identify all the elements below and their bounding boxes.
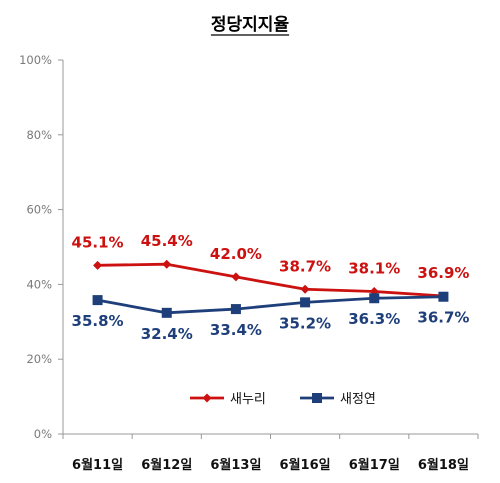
- data-label: 35.8%: [72, 312, 124, 330]
- data-label: 38.7%: [279, 257, 331, 275]
- data-point: [93, 260, 103, 270]
- x-tick-label: 6월12일: [141, 457, 192, 473]
- x-tick-label: 6월17일: [349, 457, 400, 473]
- y-tick-label: 100%: [19, 53, 52, 67]
- series-line-2: [97, 295, 444, 315]
- y-tick-label: 80%: [26, 128, 52, 142]
- series-line-1: [97, 262, 444, 298]
- data-label: 45.4%: [141, 232, 193, 250]
- data-point: [92, 295, 103, 306]
- data-label: 35.2%: [279, 314, 331, 332]
- chart-title: 정당지지율: [211, 15, 290, 35]
- axes: 0% 20% 40% 60% 80% 100% 6월11일 6월12일 6월13일 6월16일 6월…: [19, 53, 479, 473]
- y-tick-label: 0%: [34, 427, 52, 441]
- data-label: 42.0%: [210, 245, 262, 263]
- data-label: 33.4%: [210, 321, 262, 339]
- data-point: [231, 272, 241, 282]
- y-tick-label: 40%: [26, 277, 52, 291]
- data-point: [438, 291, 449, 302]
- x-tick-label: 6월13일: [210, 457, 261, 473]
- legend: 새누리 새정연: [190, 392, 376, 407]
- data-label: 32.4%: [141, 325, 193, 343]
- legend-marker: [202, 393, 212, 403]
- y-tick-label: 60%: [26, 203, 52, 217]
- data-label: 36.7%: [417, 309, 469, 327]
- series-layer: [92, 259, 449, 318]
- data-label: 45.1%: [72, 233, 124, 251]
- data-point: [300, 297, 311, 308]
- data-point: [230, 304, 241, 315]
- data-point: [300, 284, 310, 294]
- data-label: 36.9%: [417, 264, 469, 282]
- data-point: [162, 259, 172, 269]
- data-labels: 45.1% 45.4% 42.0% 38.7% 38.1% 36.9% 35.8% 32.4%…: [72, 232, 470, 343]
- y-tick-label: 20%: [26, 352, 52, 366]
- data-label: 38.1%: [348, 260, 400, 278]
- data-label: 36.3%: [348, 310, 400, 328]
- x-tick-label: 6월18일: [418, 457, 469, 473]
- data-point: [161, 307, 172, 318]
- legend-marker: [312, 393, 322, 403]
- legend-label: 새정연: [340, 392, 376, 407]
- x-tick-label: 6월16일: [280, 457, 331, 473]
- data-point: [369, 293, 380, 304]
- x-tick-label: 6월11일: [72, 457, 123, 473]
- legend-label: 새누리: [230, 392, 266, 407]
